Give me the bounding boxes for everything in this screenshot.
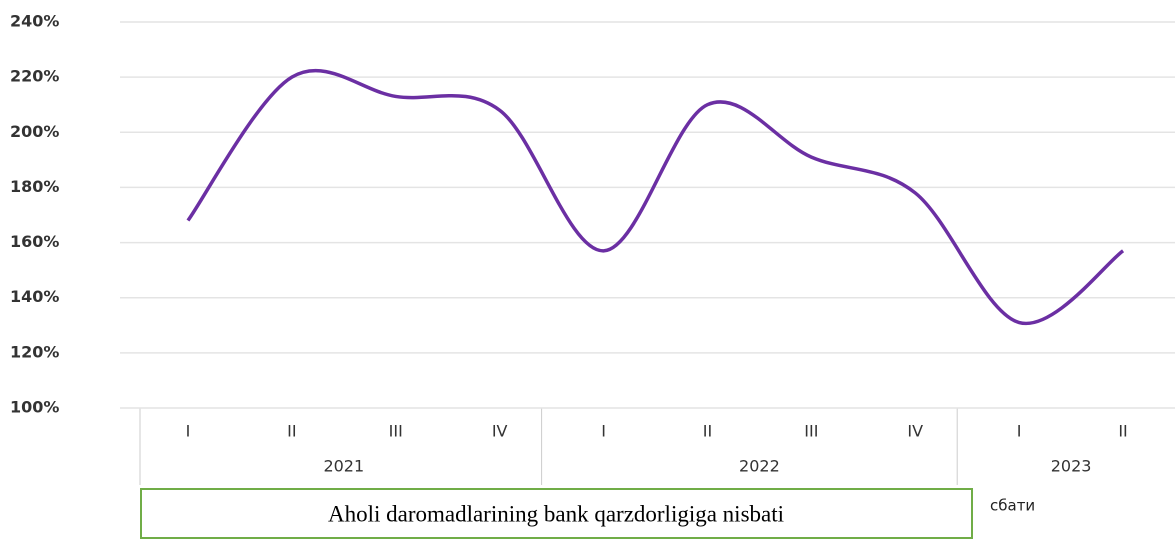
x-tick-label: III bbox=[389, 422, 403, 441]
x-tick-label: IV bbox=[907, 422, 923, 441]
y-tick-label: 140% bbox=[10, 287, 59, 306]
legend-label: Aholi daromadlarining bank qarzdorligiga… bbox=[328, 501, 784, 526]
x-group-label: 2022 bbox=[739, 457, 780, 476]
y-tick-label: 160% bbox=[10, 232, 59, 251]
series-line bbox=[186, 68, 1125, 326]
y-tick-label: 220% bbox=[10, 67, 59, 86]
y-tick-label: 180% bbox=[10, 177, 59, 196]
x-tick-label: II bbox=[703, 422, 712, 441]
x-tick-label: II bbox=[1118, 422, 1127, 441]
y-tick-label: 120% bbox=[10, 342, 59, 361]
legend-box bbox=[140, 488, 973, 539]
x-tick-label: III bbox=[804, 422, 818, 441]
x-tick-label: I bbox=[186, 422, 191, 441]
x-tick-label: II bbox=[287, 422, 296, 441]
x-tick-label: IV bbox=[492, 422, 508, 441]
fragment-text: сбати bbox=[990, 497, 1035, 515]
x-group-label: 2023 bbox=[1051, 457, 1092, 476]
x-tick-label: I bbox=[1017, 422, 1022, 441]
y-tick-label: 240% bbox=[10, 12, 59, 31]
y-tick-label: 200% bbox=[10, 122, 59, 141]
x-group-label: 2021 bbox=[323, 457, 364, 476]
y-tick-label: 100% bbox=[10, 398, 59, 417]
x-tick-label: I bbox=[601, 422, 606, 441]
